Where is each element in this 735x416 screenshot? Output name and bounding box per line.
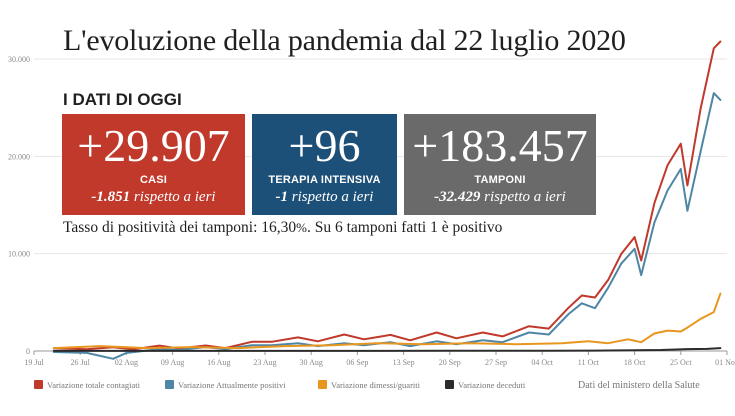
y-tick-label: 10.000 [8,250,30,259]
x-tick-label: 16 Aug [207,358,230,367]
series-line [52,40,722,351]
x-tick-label: 11 Oct [578,358,600,367]
legend-label: Variazione dimessi/guariti [331,380,420,390]
x-tick-label: 23 Aug [253,358,276,367]
x-tick-label: 19 Jul [24,358,44,367]
x-tick-label: 02 Aug [115,358,138,367]
legend-item: Variazione dimessi/guariti [318,380,420,390]
y-tick-label: 20.000 [8,152,30,161]
x-tick-label: 30 Aug [300,358,323,367]
stat-card-tamponi: +183.457 TAMPONI -32.429 rispetto a ieri [404,114,596,215]
stat-label-terapia-intensiva: TERAPIA INTENSIVA [268,174,381,186]
legend-swatch [318,380,327,389]
series-line [52,347,722,352]
legend-swatch [445,380,454,389]
chart-series [52,40,722,360]
stat-label-tamponi: TAMPONI [474,174,526,186]
stat-value-tamponi: +183.457 [412,120,588,171]
source-note: Dati del ministero della Salute [578,380,700,391]
y-tick-label: 30.000 [8,55,30,64]
legend-item: Variazione totale contagiati [34,380,140,390]
positivity-rate-text: Tasso di positività dei tamponi: 16,30%.… [63,219,503,236]
x-tick-label: 01 Nov [715,358,735,367]
x-tick-label: 25 Oct [670,358,692,367]
x-tick-label: 20 Sep [439,358,461,367]
stat-delta-terapia-intensiva: -1 rispetto a ieri [275,189,374,205]
y-axis: 0 10.000 20.000 30.000 [8,55,30,356]
y-tick-label: 0 [26,347,30,356]
x-tick-label: 04 Oct [531,358,553,367]
x-tick-label: 27 Sep [485,358,507,367]
legend-item: Variazione deceduti [445,380,525,390]
stat-value-casi: +29.907 [77,120,230,171]
legend-item: Variazione Attualmente positivi [165,380,286,390]
x-tick-label: 18 Oct [624,358,646,367]
stat-label-casi: CASI [139,174,168,186]
stat-delta-casi: -1.851 rispetto a ieri [91,189,216,205]
page-title: L'evoluzione della pandemia dal 22 lugli… [63,24,626,57]
x-tick-label: 06 Sep [346,358,368,367]
series-line [52,292,722,350]
legend-label: Variazione deceduti [458,380,526,390]
legend-swatch [165,380,174,389]
stat-value-terapia-intensiva: +96 [288,120,361,171]
stat-card-terapia-intensiva: +96 TERAPIA INTENSIVA -1 rispetto a ieri [252,114,397,215]
x-tick-label: 09 Aug [161,358,184,367]
legend-label: Variazione totale contagiati [47,380,140,390]
x-tick-label: 13 Sep [393,358,415,367]
stat-card-casi: +29.907 CASI -1.851 rispetto a ieri [62,114,245,215]
legend-swatch [34,380,43,389]
legend-label: Variazione Attualmente positivi [178,380,286,390]
section-title: I DATI DI OGGI [63,90,182,109]
x-tick-label: 26 Jul [71,358,91,367]
stat-delta-tamponi: -32.429 rispetto a ieri [434,189,566,205]
x-axis: 19 Jul 26 Jul 02 Aug 09 Aug 16 Aug 23 Aug 30 A… [24,351,735,367]
